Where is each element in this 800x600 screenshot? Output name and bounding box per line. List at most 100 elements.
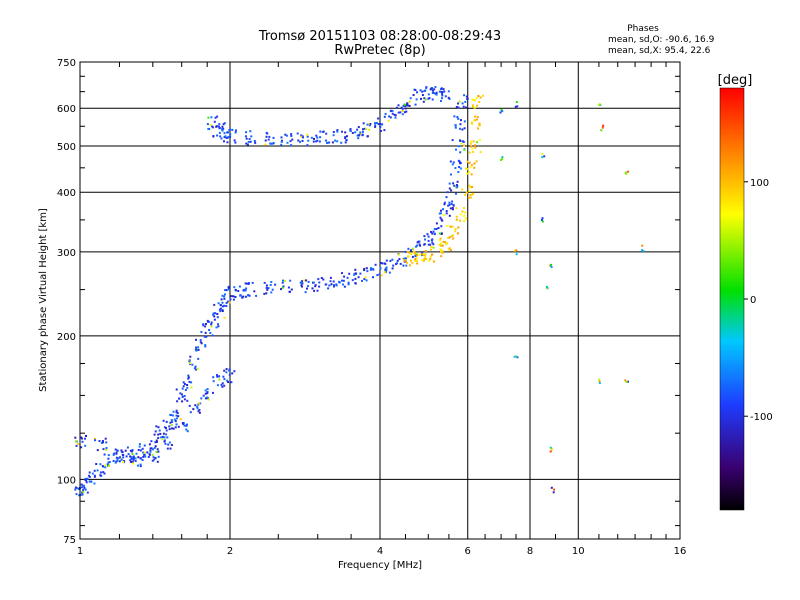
data-point (430, 231, 432, 233)
data-point (129, 449, 132, 452)
y-tick-label: 300 (57, 248, 76, 259)
data-point (155, 441, 158, 443)
data-point (405, 104, 408, 107)
data-point (460, 119, 462, 122)
data-point (313, 289, 316, 292)
data-point (141, 447, 144, 450)
x-tick-label: 10 (572, 546, 585, 557)
data-point (395, 106, 398, 109)
data-point (549, 446, 552, 449)
data-point (445, 210, 448, 213)
data-point (216, 115, 219, 118)
data-point (198, 402, 201, 405)
data-point (364, 276, 367, 279)
chart-subtitle: RwPretec (8p) (334, 43, 425, 58)
data-point (417, 240, 420, 243)
data-point (269, 284, 272, 286)
data-point (450, 235, 453, 238)
data-point (218, 127, 221, 130)
data-point (431, 232, 434, 235)
data-point (550, 266, 553, 268)
data-point (387, 119, 390, 122)
data-point (263, 281, 266, 284)
data-point (165, 433, 168, 436)
data-point (108, 464, 110, 467)
data-point (237, 290, 240, 292)
data-point (465, 191, 468, 194)
data-point (346, 276, 349, 279)
data-point (222, 305, 224, 308)
data-point (408, 264, 411, 267)
data-point (420, 97, 422, 100)
data-point (440, 100, 442, 102)
data-point (306, 287, 308, 290)
data-point (456, 180, 459, 183)
data-point (156, 448, 159, 451)
data-point (218, 123, 221, 126)
data-point (139, 457, 142, 460)
data-point (184, 383, 186, 385)
data-point (84, 477, 87, 480)
data-point (290, 288, 293, 291)
data-point (432, 243, 435, 246)
data-point (225, 137, 228, 139)
data-point (221, 382, 224, 385)
data-point (107, 461, 110, 464)
data-point (219, 304, 222, 307)
data-point (234, 296, 237, 298)
data-point (406, 104, 409, 107)
data-point (130, 457, 133, 460)
data-point (451, 139, 454, 142)
data-point (456, 116, 459, 119)
data-point (186, 423, 188, 426)
data-point (450, 202, 453, 205)
data-point (212, 376, 215, 379)
data-point (360, 132, 362, 135)
data-point (412, 247, 415, 250)
data-point (354, 131, 357, 134)
data-point (383, 129, 386, 132)
data-point (430, 248, 432, 251)
data-point (206, 123, 209, 126)
data-point (213, 120, 216, 123)
data-point (167, 443, 170, 446)
data-point (399, 262, 402, 265)
data-point (122, 456, 125, 459)
data-point (301, 282, 304, 285)
data-point (383, 115, 386, 118)
data-point (287, 286, 290, 289)
data-point (143, 444, 146, 447)
data-point (212, 312, 215, 315)
data-point (410, 253, 413, 255)
data-point (378, 273, 381, 276)
data-point (598, 103, 601, 106)
data-point (455, 218, 458, 221)
data-point (142, 451, 145, 454)
data-point (223, 304, 226, 307)
data-point (464, 106, 467, 109)
data-point (96, 449, 99, 452)
data-point (221, 301, 224, 304)
data-point (328, 284, 331, 287)
data-point (515, 101, 518, 103)
data-point (168, 441, 171, 444)
data-point (280, 288, 282, 291)
data-point (139, 449, 142, 452)
data-point (408, 100, 411, 103)
data-point (197, 348, 200, 351)
data-point (223, 384, 226, 387)
data-point (183, 395, 186, 397)
data-point (439, 216, 442, 219)
data-point (93, 437, 96, 440)
data-point (450, 189, 453, 192)
data-point (463, 144, 465, 147)
data-point (214, 116, 217, 119)
data-point (270, 281, 273, 283)
data-point (204, 344, 207, 347)
data-point (253, 140, 256, 142)
data-point (397, 111, 400, 114)
data-point (223, 316, 226, 319)
data-point (91, 472, 94, 475)
data-point (500, 108, 503, 111)
data-point (420, 253, 423, 256)
